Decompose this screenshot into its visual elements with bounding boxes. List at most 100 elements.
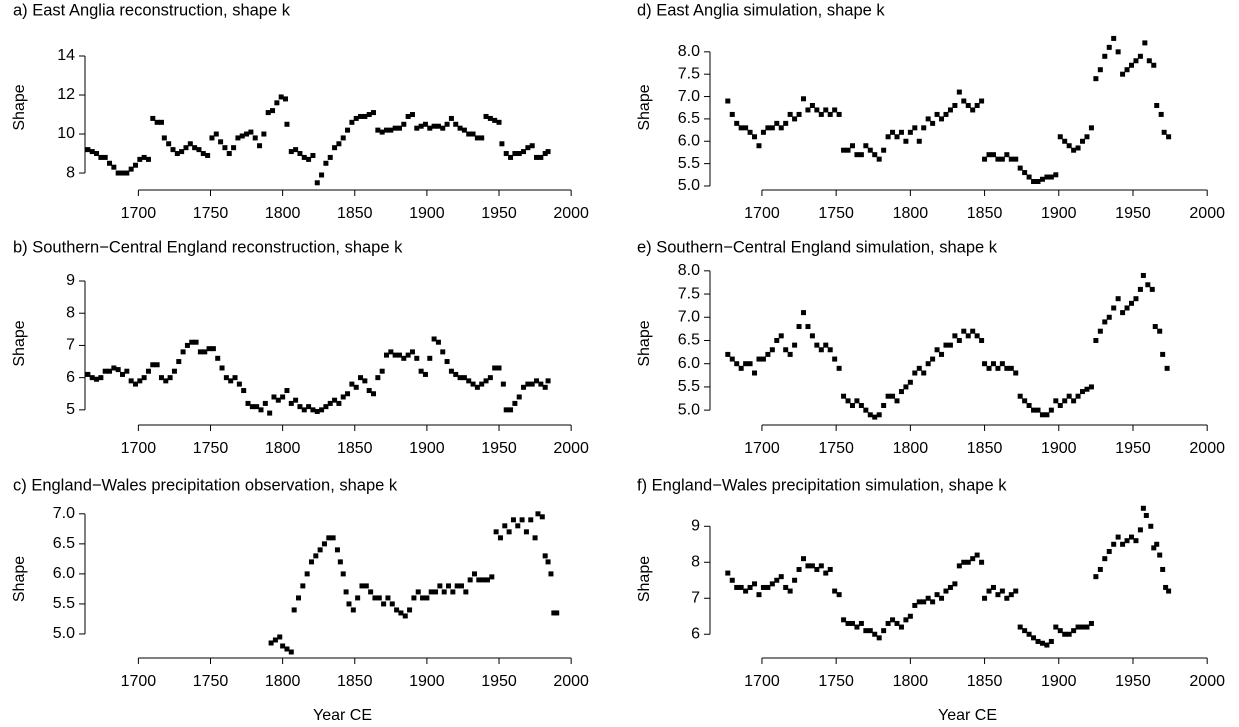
- point: [548, 571, 554, 577]
- point: [805, 107, 811, 113]
- point: [389, 601, 395, 607]
- point: [306, 404, 312, 410]
- point: [1026, 631, 1032, 637]
- point: [970, 107, 976, 113]
- point: [440, 125, 446, 131]
- point: [863, 407, 869, 413]
- point: [398, 610, 404, 616]
- x-tick-label: 1950: [1115, 440, 1151, 457]
- point: [343, 589, 349, 595]
- point: [769, 581, 775, 587]
- point: [368, 589, 374, 595]
- point: [222, 145, 228, 151]
- point: [267, 410, 273, 416]
- point: [554, 610, 560, 616]
- point: [774, 120, 780, 126]
- point: [801, 310, 807, 316]
- point: [340, 571, 346, 577]
- point: [903, 617, 909, 623]
- point: [492, 117, 498, 123]
- x-tick-label: 1900: [1041, 205, 1077, 222]
- point: [381, 601, 387, 607]
- point: [353, 384, 359, 390]
- point: [747, 584, 753, 590]
- point: [845, 147, 851, 153]
- point: [787, 111, 793, 117]
- x-tick-label: 1800: [265, 673, 301, 690]
- point: [297, 151, 303, 157]
- point: [1080, 624, 1086, 630]
- point: [1111, 35, 1117, 41]
- point: [1166, 588, 1172, 594]
- point: [467, 577, 473, 583]
- point: [1154, 102, 1160, 108]
- y-axis-label: Shape: [11, 556, 28, 602]
- point: [278, 94, 284, 100]
- y-tick-label: 5.5: [53, 595, 75, 612]
- point: [454, 583, 460, 589]
- point: [353, 115, 359, 121]
- point: [796, 111, 802, 117]
- point: [999, 361, 1005, 367]
- point: [823, 342, 829, 348]
- point: [1124, 538, 1130, 544]
- point: [836, 365, 842, 371]
- point: [280, 394, 286, 400]
- point: [1048, 174, 1054, 180]
- point: [1075, 624, 1081, 630]
- point: [867, 412, 873, 418]
- point: [872, 631, 878, 637]
- point: [832, 107, 838, 113]
- point: [437, 583, 443, 589]
- point: [358, 375, 364, 381]
- point: [1013, 370, 1019, 376]
- point: [272, 637, 278, 643]
- point: [496, 365, 502, 371]
- point: [529, 143, 535, 149]
- y-axis-label: Shape: [636, 320, 653, 366]
- point: [827, 347, 833, 353]
- point: [1053, 172, 1059, 178]
- point: [219, 365, 225, 371]
- point: [1053, 624, 1059, 630]
- point: [422, 371, 428, 377]
- point: [774, 577, 780, 583]
- point: [1097, 328, 1103, 334]
- point: [1102, 319, 1108, 325]
- point: [1075, 145, 1081, 151]
- point: [1140, 505, 1146, 511]
- point: [388, 349, 394, 355]
- point: [881, 402, 887, 408]
- point: [487, 375, 493, 381]
- point: [1137, 286, 1143, 292]
- point: [296, 595, 302, 601]
- point: [476, 577, 482, 583]
- point: [863, 143, 869, 149]
- point: [1013, 156, 1019, 162]
- point: [433, 589, 439, 595]
- point: [836, 592, 842, 598]
- point: [974, 102, 980, 108]
- point: [542, 151, 548, 157]
- point: [1062, 138, 1068, 144]
- point: [943, 111, 949, 117]
- point: [809, 563, 815, 569]
- point: [358, 113, 364, 119]
- point: [405, 352, 411, 358]
- point: [930, 356, 936, 362]
- point: [854, 398, 860, 404]
- point: [542, 384, 548, 390]
- point: [1106, 548, 1112, 554]
- point: [235, 135, 241, 141]
- panel-title: a) East Anglia reconstruction, shape k: [13, 1, 291, 19]
- point: [288, 649, 294, 655]
- point: [814, 107, 820, 113]
- point: [1137, 527, 1143, 533]
- point: [974, 552, 980, 558]
- point: [792, 116, 798, 122]
- point: [738, 365, 744, 371]
- point: [1151, 545, 1157, 551]
- point: [863, 628, 869, 634]
- point: [943, 342, 949, 348]
- point: [479, 381, 485, 387]
